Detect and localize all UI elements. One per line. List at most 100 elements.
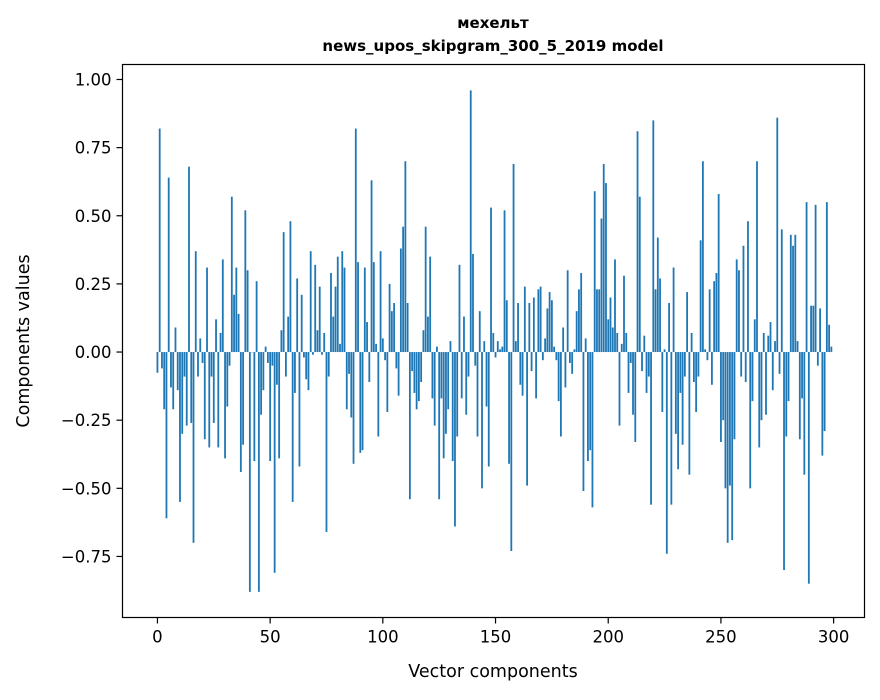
bar bbox=[224, 352, 226, 458]
bar bbox=[391, 311, 393, 352]
bar bbox=[233, 295, 235, 352]
y-axis-label: Components values bbox=[14, 254, 34, 427]
bar bbox=[697, 352, 699, 377]
bar bbox=[204, 352, 206, 439]
bar bbox=[321, 352, 323, 355]
bar bbox=[328, 352, 330, 377]
y-tick-label: −0.25 bbox=[61, 411, 112, 430]
bar bbox=[641, 352, 643, 371]
bar bbox=[553, 347, 555, 352]
bar bbox=[637, 131, 639, 352]
bar bbox=[706, 352, 708, 360]
bar bbox=[181, 352, 183, 434]
bar bbox=[826, 202, 828, 352]
x-tick-label: 150 bbox=[480, 628, 512, 647]
bar bbox=[693, 352, 695, 382]
bar bbox=[305, 352, 307, 379]
bar bbox=[819, 308, 821, 352]
bar bbox=[418, 352, 420, 401]
bar bbox=[258, 352, 260, 592]
bar bbox=[734, 352, 736, 439]
bar bbox=[301, 295, 303, 352]
bar bbox=[438, 352, 440, 499]
bar bbox=[407, 303, 409, 352]
bar bbox=[686, 292, 688, 352]
bar bbox=[283, 232, 285, 352]
bar bbox=[655, 289, 657, 352]
bar bbox=[756, 161, 758, 352]
y-tick-label: −0.50 bbox=[61, 479, 112, 498]
bar bbox=[740, 352, 742, 377]
bar bbox=[483, 341, 485, 352]
bar bbox=[745, 352, 747, 382]
bar bbox=[772, 352, 774, 390]
bar bbox=[465, 352, 467, 415]
bar bbox=[271, 352, 273, 366]
bar bbox=[262, 352, 264, 390]
bar bbox=[718, 194, 720, 352]
bar bbox=[774, 341, 776, 352]
bar bbox=[797, 341, 799, 352]
bar bbox=[427, 317, 429, 352]
bar bbox=[585, 338, 587, 352]
bar bbox=[695, 352, 697, 412]
bar bbox=[583, 352, 585, 491]
bar bbox=[605, 183, 607, 352]
bar bbox=[560, 352, 562, 436]
bar bbox=[175, 328, 177, 353]
bar bbox=[177, 352, 179, 390]
bar bbox=[540, 287, 542, 352]
bar bbox=[168, 178, 170, 352]
bar bbox=[186, 352, 188, 426]
bar bbox=[616, 333, 618, 352]
bar bbox=[253, 352, 255, 461]
bar bbox=[443, 352, 445, 458]
bar bbox=[621, 344, 623, 352]
bar bbox=[197, 352, 199, 377]
bar bbox=[348, 352, 350, 374]
bar bbox=[501, 347, 503, 352]
bar bbox=[691, 333, 693, 352]
bar bbox=[159, 129, 161, 352]
bar bbox=[569, 352, 571, 363]
bar bbox=[420, 352, 422, 382]
bar bbox=[578, 289, 580, 352]
bar bbox=[319, 287, 321, 352]
bar bbox=[668, 303, 670, 352]
bar bbox=[675, 352, 677, 434]
bar bbox=[184, 352, 186, 377]
y-axis: 1.000.750.500.250.00−0.25−0.50−0.75 bbox=[61, 70, 123, 566]
bar bbox=[612, 328, 614, 353]
bar bbox=[445, 352, 447, 434]
bar bbox=[292, 352, 294, 502]
bar bbox=[208, 352, 210, 447]
bar bbox=[452, 352, 454, 461]
x-tick-label: 200 bbox=[592, 628, 624, 647]
bar bbox=[193, 352, 195, 543]
bar bbox=[247, 270, 249, 352]
bar bbox=[380, 251, 382, 352]
bar bbox=[646, 352, 648, 393]
bar bbox=[749, 352, 751, 488]
bar bbox=[384, 352, 386, 360]
bar bbox=[625, 333, 627, 352]
bar bbox=[220, 333, 222, 352]
bar bbox=[785, 352, 787, 436]
bar bbox=[206, 268, 208, 352]
bar bbox=[463, 317, 465, 352]
bar bbox=[664, 349, 666, 352]
bar bbox=[546, 308, 548, 352]
bar bbox=[830, 347, 832, 352]
bar bbox=[368, 352, 370, 382]
bar bbox=[222, 259, 224, 352]
x-tick-label: 250 bbox=[705, 628, 737, 647]
bar bbox=[260, 352, 262, 415]
bar bbox=[353, 352, 355, 464]
bar bbox=[682, 352, 684, 445]
bar bbox=[235, 268, 237, 352]
bar bbox=[382, 338, 384, 352]
bar bbox=[765, 352, 767, 415]
bar bbox=[535, 352, 537, 398]
bar bbox=[596, 289, 598, 352]
